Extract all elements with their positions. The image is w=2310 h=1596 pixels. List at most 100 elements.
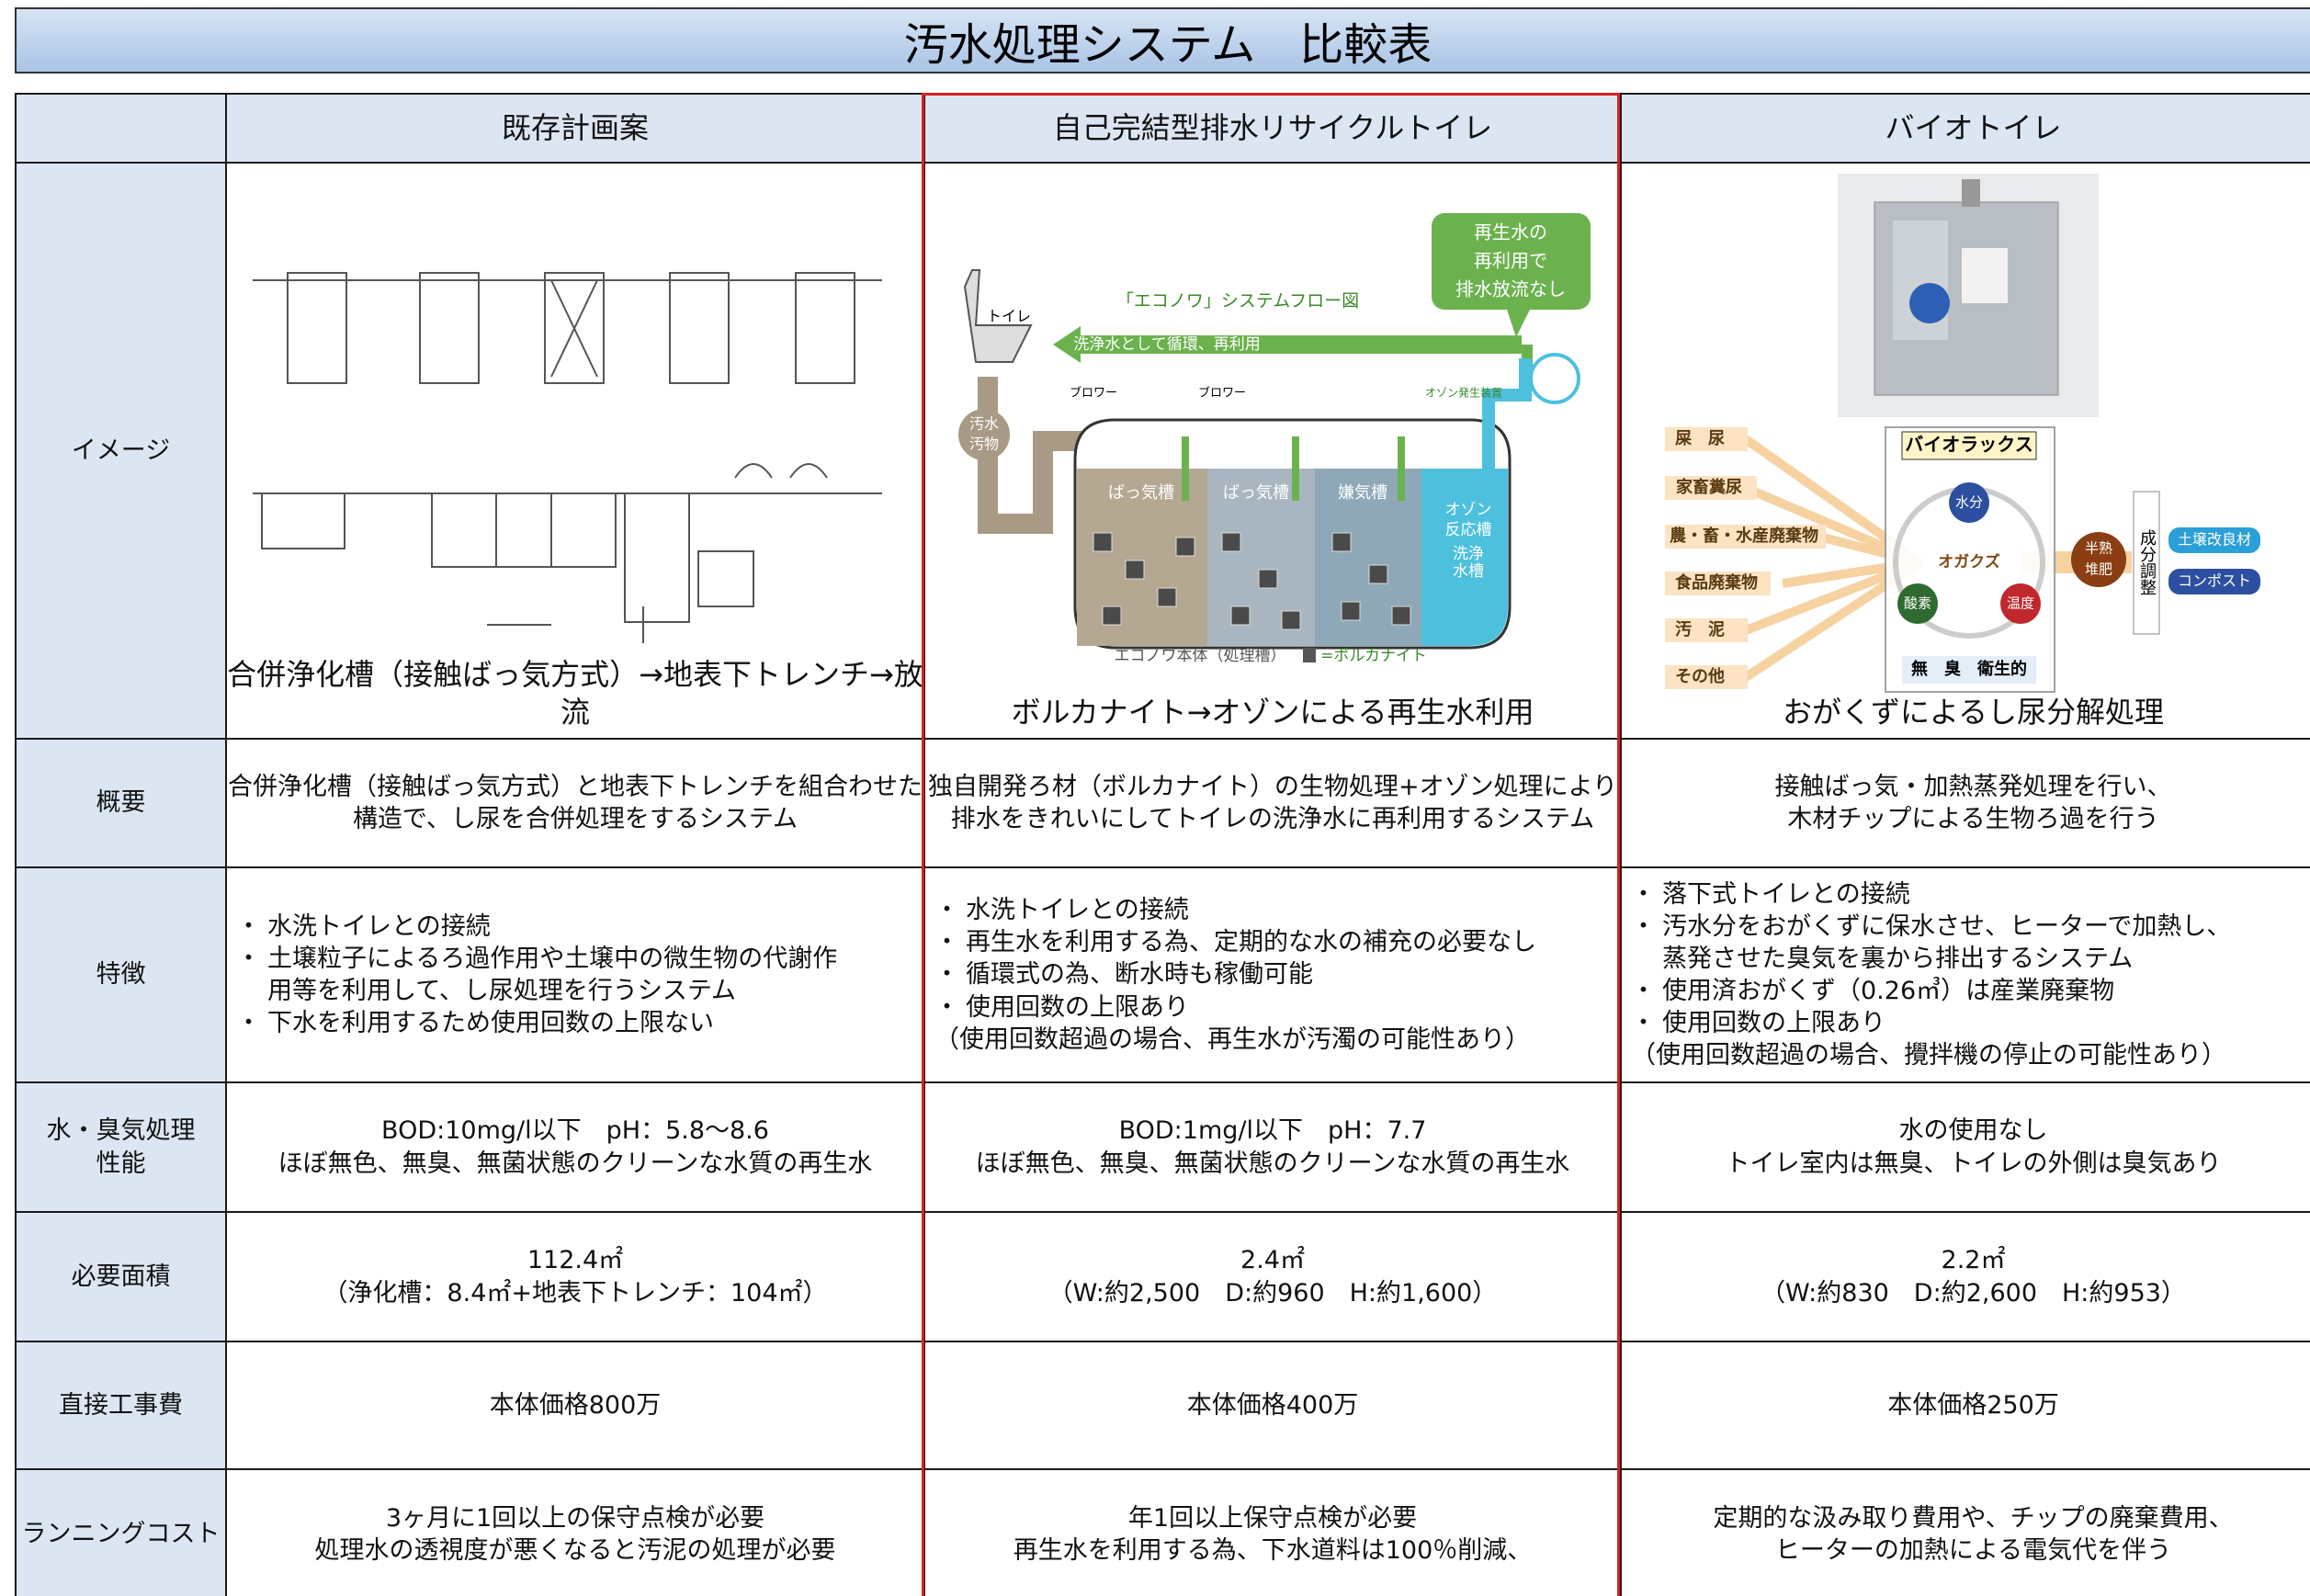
body-label: エコノワ本体（処理槽） — [1115, 647, 1286, 665]
column-title: 自己完結型排水リサイクルトイレ — [1052, 109, 1493, 145]
node-label: 半熟 — [2085, 540, 2112, 557]
cell-line: ほぼ無色、無臭、無菌状態のクリーンな水質の再生水 — [277, 1149, 873, 1178]
node-label: 酸素 — [1904, 595, 1931, 612]
input-label: 農・畜・水産廃棄物 — [1670, 526, 1818, 546]
feature-item: 使用済おがくず（0.26㎥）は産業廃棄物 — [1631, 975, 2114, 1007]
column-header: バイオトイレ — [1620, 93, 2310, 164]
feature-note: （使用回数超過の場合、再生水が汚濁の可能性あり） — [934, 1024, 1530, 1054]
tank-label: ばっ気槽 — [1223, 483, 1289, 503]
feature-line: 使用回数の上限あり — [1662, 1009, 1885, 1038]
feature-line: 土壌粒子によるろ過作用や土壌中の微生物の代謝作 — [267, 944, 838, 973]
feature-line: 蒸発させた臭気を裏から排出するシステム — [1662, 944, 2134, 973]
row-label-text: ランニングコスト — [21, 1520, 221, 1549]
row-label-text: 必要面積 — [71, 1262, 171, 1291]
tank-label: オゾン — [1445, 501, 1492, 519]
cell-line: 2.2㎡ — [1941, 1246, 2006, 1275]
sewage-label: 汚水 — [969, 415, 999, 433]
feature-item: 循環式の為、断水時も稼働可能 — [934, 958, 1313, 990]
bubble-text: 再利用で — [1474, 250, 1547, 272]
left-diagram — [253, 272, 882, 643]
text-cell: 定期的な汲み取り費用や、チップの廃棄費用、 ヒーターの加熱による電気代を伴う — [1620, 1468, 2310, 1596]
cell-line: 定期的な汲み取り費用や、チップの廃棄費用、 — [1713, 1503, 2234, 1533]
cell-line: BOD:1mg/l以下 pH：7.7 — [1118, 1116, 1427, 1146]
cell-line: ほぼ無色、無臭、無菌状態のクリーンな水質の再生水 — [975, 1149, 1570, 1178]
cell-line: 3ヶ月に1回以上の保守点検が必要 — [385, 1503, 765, 1533]
feature-item: 下水を利用するため使用回数の上限ない — [236, 1007, 714, 1039]
feature-line: 水洗トイレとの接続 — [966, 896, 1189, 925]
cell-line: BOD:10mg/l以下 pH：5.8～8.6 — [381, 1116, 769, 1146]
cell-line: 112.4㎡ — [527, 1246, 624, 1275]
feature-line: 落下式トイレとの接続 — [1662, 879, 1910, 909]
row-label-text: 概要 — [96, 788, 146, 818]
tank-label: ばっ気槽 — [1108, 483, 1174, 503]
feature-line: 使用回数の上限あり — [966, 992, 1189, 1022]
blower-label: ブロワー — [1070, 386, 1117, 401]
cell-line: 2.4㎡ — [1240, 1246, 1305, 1275]
output-label: コンポスト — [2178, 572, 2251, 590]
cell-line: 処理水の透視度が悪くなると汚泥の処理が必要 — [314, 1536, 836, 1565]
media-label: =ボルカナイト — [1320, 647, 1427, 665]
row-label: 特徴 — [15, 866, 227, 1083]
feature-cell: 水洗トイレとの接続土壌粒子によるろ過作用や土壌中の微生物の代謝作用等を利用して、… — [225, 866, 925, 1083]
input-label: 屎 尿 — [1675, 429, 1725, 448]
node-label: 成分調整 — [2137, 529, 2157, 595]
feature-line: 汚水分をおがくずに保水させ、ヒーターで加熱し、 — [1662, 911, 2232, 941]
toilet-label: トイレ — [987, 308, 1031, 325]
column-header: 既存計画案 — [225, 93, 925, 164]
row-label: 直接工事費 — [15, 1341, 227, 1470]
bubble-text: 排水放流なし — [1455, 278, 1566, 300]
bubble-text: 再生水の — [1474, 221, 1547, 243]
cell-line: 木材チップによる生物ろ過を行う — [1787, 805, 2159, 833]
feature-item: 再生水を利用する為、定期的な水の補充の必要なし — [934, 926, 1536, 958]
cell-line: （W:約830 D:約2,600 H:約953） — [1761, 1278, 2186, 1307]
cell-line: 水の使用なし — [1898, 1116, 2048, 1146]
brand-label: バイオラックス — [1905, 434, 2033, 456]
image-caption: ボルカナイト→オゾンによる再生水利用 — [1011, 695, 1534, 730]
image-caption: 合併浄化槽（接触ばっ気方式）→地表下トレンチ→放流 — [227, 656, 923, 730]
cell-line: 排水をきれいにしてトイレの洗浄水に再利用するシステム — [950, 805, 1595, 833]
loop-label: 洗浄水として循環、再利用 — [1073, 335, 1261, 354]
text-cell: 年1回以上保守点検が必要 再生水を利用する為、下水道料は100％削減、 — [923, 1468, 1622, 1596]
tank-label: 反応槽 — [1445, 521, 1492, 539]
feature-item: 土壌粒子によるろ過作用や土壌中の微生物の代謝作用等を利用して、し尿処理を行うシス… — [236, 943, 837, 1007]
center-diagram: 再生水の 再利用で 排水放流なし 「エコノワ」システムフロー図 洗浄水として循環… — [958, 213, 1591, 665]
title-bar: 汚水処理システム 比較表 — [15, 7, 2310, 74]
row-label-text: 性能 — [96, 1149, 146, 1178]
row-label-text: イメージ — [71, 436, 171, 465]
feature-item: 水洗トイレとの接続 — [236, 911, 491, 943]
input-label: 食品廃棄物 — [1674, 572, 1758, 593]
cell-line: 接触ばっ気・加熱蒸発処理を行い、 — [1774, 772, 2172, 801]
title: 汚水処理システム 比較表 — [903, 19, 1432, 71]
cell-line: 本体価格250万 — [1887, 1390, 2059, 1420]
feature-item: 汚水分をおがくずに保水させ、ヒーターで加熱し、蒸発させた臭気を裏から排出するシス… — [1631, 911, 2231, 975]
right-diagram: 屎 尿 家畜糞尿 農・畜・水産廃棄物 食品廃棄物 汚 泥 その他 バイオラックス… — [1665, 174, 2260, 693]
cell-line: （浄化槽：8.4㎡+地表下トレンチ：104㎡） — [323, 1278, 828, 1307]
text-cell: 接触ばっ気・加熱蒸発処理を行い、 木材チップによる生物ろ過を行う — [1620, 738, 2310, 868]
input-label: 汚 泥 — [1675, 619, 1725, 640]
node-label: オガクズ — [1938, 552, 2000, 572]
blower-label: ブロワー — [1198, 386, 1246, 401]
feature-item: 落下式トイレとの接続 — [1631, 878, 1910, 911]
row-label-text: 直接工事費 — [59, 1390, 183, 1420]
sewage-label: 汚物 — [969, 436, 999, 453]
feature-line: 使用済おがくず（0.26㎥）は産業廃棄物 — [1662, 977, 2115, 1005]
column-title: 既存計画案 — [501, 109, 649, 145]
text-cell: BOD:10mg/l以下 pH：5.8～8.6 ほぼ無色、無臭、無菌状態のクリーン… — [225, 1081, 925, 1213]
feature-line: 水洗トイレとの接続 — [267, 911, 491, 941]
feature-item: 使用回数の上限あり — [1631, 1007, 1885, 1039]
input-label: 家畜糞尿 — [1676, 477, 1742, 497]
row-label: 必要面積 — [15, 1211, 227, 1342]
ozone-label: オゾン発生装置 — [1425, 387, 1502, 400]
corner-cell — [15, 93, 227, 164]
cell-line: 独自開発ろ材（ボルカナイト）の生物処理+オゾン処理により — [927, 772, 1618, 801]
feature-note: （使用回数超過の場合、攪拌機の停止の可能性あり） — [1631, 1041, 2226, 1070]
flow-title: 「エコノワ」システムフロー図 — [1116, 291, 1359, 311]
feature-cell: 水洗トイレとの接続再生水を利用する為、定期的な水の補充の必要なし循環式の為、断水… — [923, 866, 1622, 1083]
node-label: 温度 — [2007, 595, 2034, 612]
row-label-text: 水・臭気処理 — [46, 1116, 196, 1146]
tank-label: 嫌気槽 — [1338, 483, 1387, 503]
text-cell: 独自開発ろ材（ボルカナイト）の生物処理+オゾン処理により 排水をきれいにしてトイレ… — [923, 738, 1622, 868]
feature-line: 用等を利用して、し尿処理を行うシステム — [267, 977, 737, 1005]
cell-line: （W:約2,500 D:約960 H:約1,600） — [1047, 1278, 1498, 1307]
